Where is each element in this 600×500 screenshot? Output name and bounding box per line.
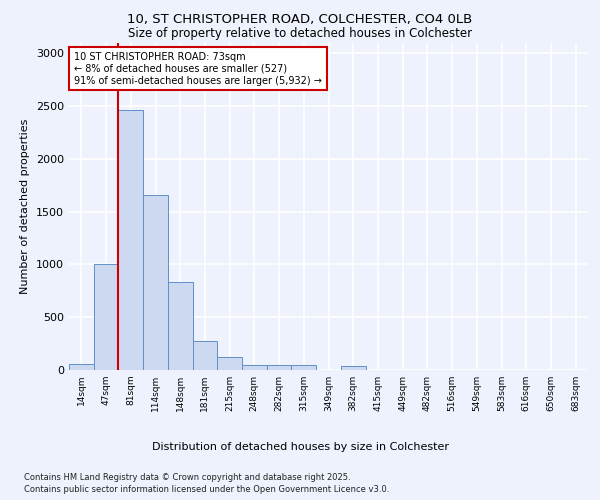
Bar [143, 194, 168, 370]
Bar [242, 364, 267, 370]
Text: Contains public sector information licensed under the Open Government Licence v3: Contains public sector information licen… [24, 485, 389, 494]
Text: 10 ST CHRISTOPHER ROAD: 73sqm
← 8% of detached houses are smaller (527)
91% of s: 10 ST CHRISTOPHER ROAD: 73sqm ← 8% of de… [74, 52, 322, 86]
Text: Distribution of detached houses by size in Colchester: Distribution of detached houses by size … [151, 442, 449, 452]
Bar [69, 364, 94, 370]
Y-axis label: Number of detached properties: Number of detached properties [20, 118, 31, 294]
Text: 10, ST CHRISTOPHER ROAD, COLCHESTER, CO4 0LB: 10, ST CHRISTOPHER ROAD, COLCHESTER, CO4… [127, 12, 473, 26]
Bar [168, 282, 193, 370]
Bar [94, 264, 118, 370]
Bar [217, 358, 242, 370]
Bar [341, 366, 365, 370]
Text: Size of property relative to detached houses in Colchester: Size of property relative to detached ho… [128, 28, 472, 40]
Bar [118, 110, 143, 370]
Bar [292, 365, 316, 370]
Bar [267, 364, 292, 370]
Text: Contains HM Land Registry data © Crown copyright and database right 2025.: Contains HM Land Registry data © Crown c… [24, 472, 350, 482]
Bar [193, 342, 217, 370]
